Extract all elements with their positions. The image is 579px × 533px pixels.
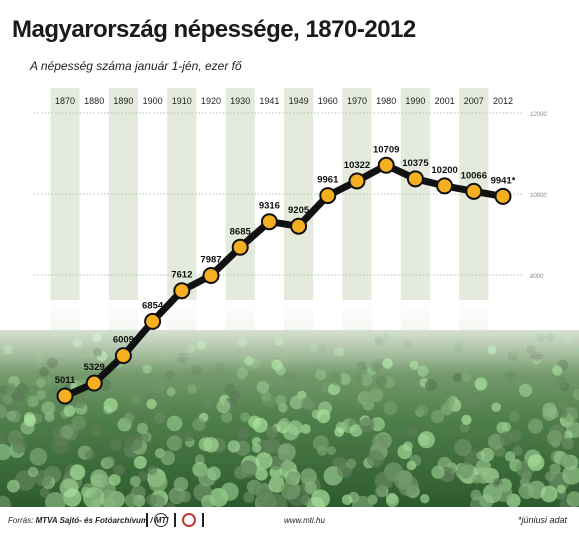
source-prefix: Forrás: [8,516,34,525]
data-label: 7612 [171,270,192,281]
x-tick-label: 1920 [201,96,221,106]
data-point [202,267,220,285]
x-tick-label: 1880 [84,96,104,106]
source-credit: Forrás: MTVA Sajtó- és Fotóarchívum / MT… [8,516,168,525]
data-point [348,172,366,190]
data-point [494,187,512,205]
x-tick-label: 1941 [259,96,279,106]
data-point [290,217,308,235]
data-label: 5329 [84,362,105,373]
data-label: 6854 [142,300,164,311]
y-tick-label: 6000 [530,355,544,361]
x-tick-label: 2001 [435,96,455,106]
data-label: 9205 [288,205,310,216]
source-name: MTVA Sajtó- és Fotóarchívum / MTI [35,516,169,525]
chart-title: Magyarország népessége, 1870-2012 [12,16,416,43]
data-label: 10709 [373,144,399,155]
data-point [319,187,337,205]
data-label: 6009 [113,335,134,346]
divider-bar [146,513,148,527]
data-point [260,213,278,231]
x-tick-label: 1890 [113,96,133,106]
data-point [56,387,74,405]
data-point [173,282,191,300]
mti-logo-icon [182,513,196,527]
x-tick-label: 1990 [405,96,425,106]
data-label: 8685 [230,226,252,237]
y-tick-label: 12000 [530,112,547,118]
data-point [114,347,132,365]
data-point [436,177,454,195]
x-tick-label: 2007 [464,96,484,106]
y-tick-label: 8000 [530,274,544,280]
data-point [465,182,483,200]
x-tick-label: 1970 [347,96,367,106]
data-label: 10322 [344,160,370,171]
data-point [231,238,249,256]
data-point [406,170,424,188]
x-tick-label: 2012 [493,96,513,106]
divider-bar [174,513,176,527]
data-point [377,156,395,174]
x-tick-label: 1960 [318,96,338,106]
data-label: 9316 [259,201,280,212]
mtva-logo-icon [154,513,168,527]
data-label: 10375 [402,158,429,169]
x-tick-label: 1949 [289,96,309,106]
data-point [144,312,162,330]
x-tick-label: 1910 [172,96,192,106]
data-label: 9941* [491,175,516,186]
x-tick-label: 1980 [376,96,396,106]
data-point [85,374,103,392]
data-label: 5011 [55,375,76,386]
footer: Forrás: MTVA Sajtó- és Fotóarchívum / MT… [0,507,579,533]
chart-subtitle: A népesség száma január 1-jén, ezer fő [30,59,242,73]
series-line [61,161,507,400]
footnote: *júniusi adat [517,515,567,525]
data-label: 10066 [461,170,487,181]
x-tick-label: 1900 [143,96,163,106]
y-tick-label: 10000 [530,193,547,199]
data-label: 9961 [317,175,339,186]
x-tick-label: 1870 [55,96,75,106]
x-tick-label: 1930 [230,96,250,106]
divider-bar [202,513,204,527]
data-label: 7987 [200,255,221,266]
source-url: www.mti.hu [284,516,325,525]
data-label: 10200 [431,165,457,176]
logo-group [146,512,204,528]
